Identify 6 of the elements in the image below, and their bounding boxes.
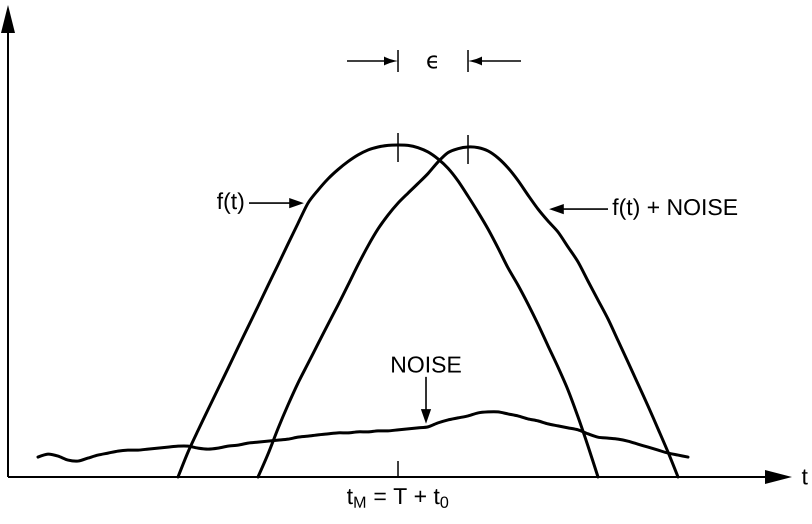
x-axis-title: t [802,469,808,485]
legend-label: f(t) + NOISE [612,198,738,220]
text: ϵ [427,55,437,69]
series-label: NOISE [392,356,461,373]
text: t$_{M}$ = T + t$_{0}$ [347,488,448,508]
text: f(t) [217,192,244,214]
